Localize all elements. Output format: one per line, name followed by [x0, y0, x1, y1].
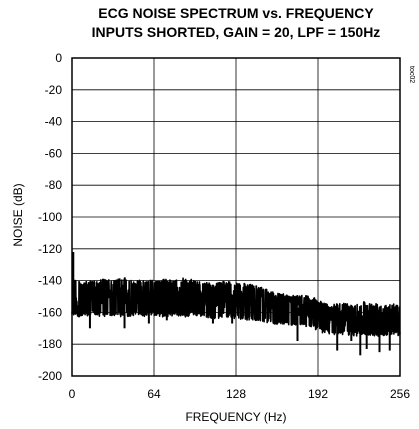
- x-tick-label-1: 64: [147, 387, 161, 401]
- noise-trace: [71, 251, 401, 356]
- x-tick-label-0: 0: [69, 387, 76, 401]
- x-tick-labels: 0 64 128 192 256: [69, 387, 411, 401]
- y-tick-label-5: -100: [38, 210, 62, 224]
- chart-subtitle: INPUTS SHORTED, GAIN = 20, LPF = 150Hz: [92, 24, 381, 40]
- chart-title: ECG NOISE SPECTRUM vs. FREQUENCY: [98, 5, 374, 21]
- y-tick-label-4: -80: [45, 178, 63, 192]
- y-tick-labels: 0 -20 -40 -60 -80 -100 -120 -140 -160 -180 -200: [38, 51, 62, 383]
- noise-trace-line: [71, 277, 401, 337]
- x-tick-label-2: 128: [226, 387, 246, 401]
- plot-frame: [71, 57, 401, 377]
- figure-code: toc02: [408, 66, 415, 83]
- x-tick-label-3: 192: [308, 387, 328, 401]
- y-tick-label-8: -160: [38, 305, 62, 319]
- y-tick-label-0: 0: [55, 51, 62, 65]
- x-axis-label: FREQUENCY (Hz): [185, 410, 286, 424]
- y-tick-label-3: -60: [45, 146, 63, 160]
- y-tick-label-9: -180: [38, 337, 62, 351]
- y-tick-label-10: -200: [38, 369, 62, 383]
- x-tick-label-4: 256: [390, 387, 410, 401]
- y-tick-label-6: -120: [38, 242, 62, 256]
- y-axis-label: NOISE (dB): [11, 183, 25, 246]
- y-tick-label-7: -140: [38, 274, 62, 288]
- y-tick-label-2: -40: [45, 115, 63, 129]
- y-tick-label-1: -20: [45, 83, 63, 97]
